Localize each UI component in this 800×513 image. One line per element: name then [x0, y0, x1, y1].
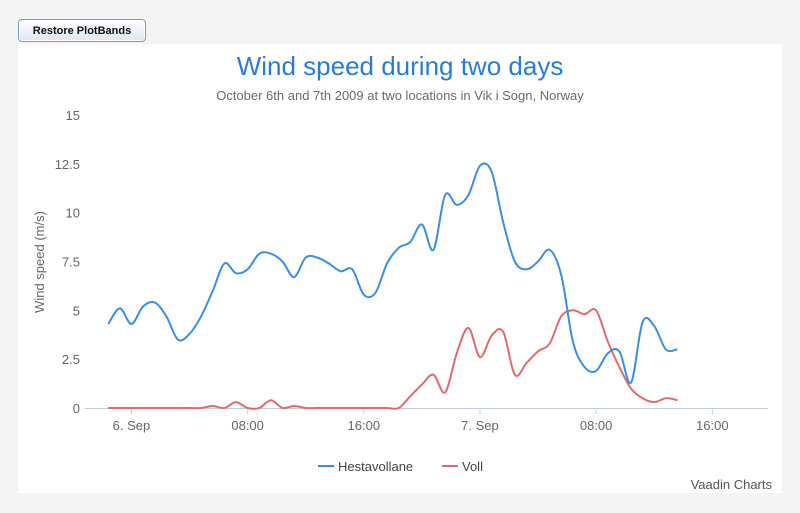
y-tick-label: 5: [73, 303, 80, 318]
wind-speed-chart: Wind speed during two days October 6th a…: [32, 51, 773, 492]
y-tick-label: 12.5: [55, 157, 80, 172]
chart-subtitle: October 6th and 7th 2009 at two location…: [216, 88, 584, 103]
y-tick-label: 10: [66, 206, 80, 221]
plot-area: [107, 162, 678, 410]
series-line-hestavollane[interactable]: [107, 162, 678, 384]
series-line-voll[interactable]: [108, 308, 678, 410]
restore-plotbands-button[interactable]: Restore PlotBands: [18, 19, 146, 42]
x-tick-label: 08:00: [231, 418, 264, 433]
legend-label: Hestavollane: [338, 459, 413, 474]
y-tick-label: 2.5: [62, 352, 80, 367]
y-axis: 0 2.5 5 7.5 10 12.5 15: [55, 108, 80, 416]
x-axis: 6. Sep 08:00 16:00 7. Sep 08:00 16:00: [85, 408, 768, 433]
chart-title: Wind speed during two days: [237, 51, 564, 81]
credits-link[interactable]: Vaadin Charts: [691, 477, 773, 492]
x-tick-label: 08:00: [580, 418, 613, 433]
chart-panel: Wind speed during two days October 6th a…: [18, 44, 782, 493]
legend-item-hestavollane[interactable]: Hestavollane: [318, 459, 413, 474]
legend: Hestavollane Voll: [318, 459, 483, 474]
legend-label: Voll: [462, 459, 483, 474]
x-tick-label: 16:00: [696, 418, 729, 433]
y-tick-label: 0: [73, 401, 80, 416]
x-tick-label: 7. Sep: [461, 418, 499, 433]
y-tick-label: 15: [66, 108, 80, 123]
x-tick-label: 6. Sep: [113, 418, 151, 433]
legend-item-voll[interactable]: Voll: [442, 459, 483, 474]
y-tick-label: 7.5: [62, 255, 80, 270]
x-tick-label: 16:00: [348, 418, 381, 433]
y-axis-title: Wind speed (m/s): [32, 211, 47, 313]
